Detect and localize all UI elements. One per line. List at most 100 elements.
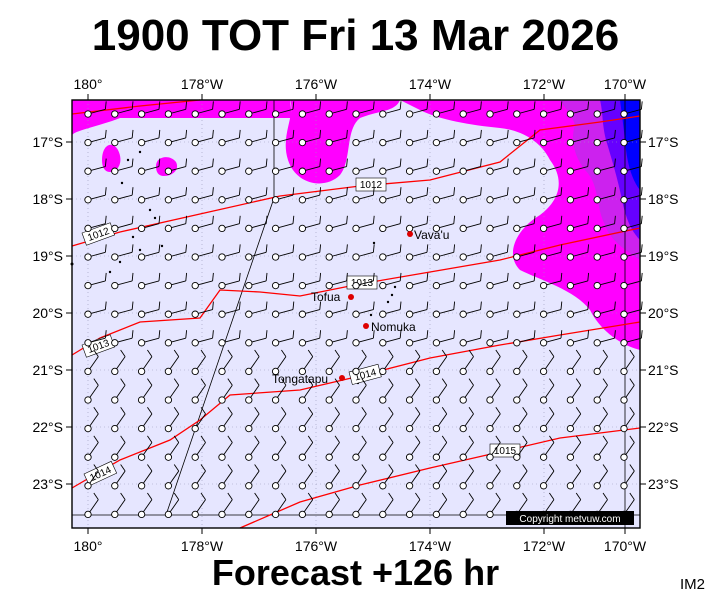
place-dot: [363, 323, 369, 329]
wind-barb: [271, 129, 295, 147]
wind-barb: [245, 129, 268, 147]
wind-barb: [593, 244, 616, 261]
wind-barb: [298, 492, 314, 519]
wind-barb: [379, 101, 402, 118]
wind-barb: [84, 158, 107, 175]
wind-barb: [271, 215, 295, 233]
wind-barb: [405, 435, 421, 461]
wind-barb: [325, 301, 348, 318]
wind-barb: [620, 129, 643, 147]
wind-barb: [245, 349, 260, 376]
wind-barb: [459, 187, 482, 204]
wind-barb: [298, 244, 322, 261]
wind-barb: [620, 187, 643, 204]
lon-label: 172°W: [523, 76, 566, 92]
wind-barb: [459, 406, 474, 433]
wind-barb: [620, 101, 643, 118]
wind-barb: [271, 349, 287, 376]
wind-barb: [513, 330, 536, 347]
wind-barb: [620, 378, 635, 404]
wind-barb: [111, 129, 134, 147]
wind-barb: [84, 215, 107, 233]
wind-barb: [352, 330, 375, 347]
lat-label: 22°S: [648, 419, 679, 435]
wind-barb: [218, 492, 233, 519]
wind-barb: [432, 464, 448, 490]
wind-barb: [84, 330, 107, 347]
wind-barb: [111, 464, 126, 490]
wind-barb: [191, 349, 206, 376]
wind-barb: [459, 330, 482, 347]
top-lon-labels: 180° 178°W 176°W 174°W 172°W 170°W: [74, 76, 647, 92]
wind-barb: [432, 492, 448, 519]
wind-barb: [459, 244, 482, 261]
place-name: Tofua: [311, 290, 341, 304]
wind-barb: [245, 215, 268, 233]
wind-barb: [432, 244, 456, 261]
wind-barb: [432, 406, 448, 433]
wind-barb: [352, 129, 375, 147]
wind-barb: [137, 101, 161, 118]
wind-barb: [271, 187, 295, 204]
wind-barb: [137, 215, 161, 233]
wind-barb: [298, 330, 322, 347]
wind-barb: [271, 158, 295, 175]
wind-barb: [191, 378, 206, 404]
wind-barb: [352, 301, 375, 318]
wind-barb: [325, 406, 340, 433]
lat-label: 19°S: [32, 248, 63, 264]
wind-barb: [325, 435, 340, 461]
wind-barb: [111, 244, 134, 261]
wind-barb: [593, 158, 616, 175]
wind-barb: [164, 301, 188, 318]
wind-barb: [405, 129, 429, 147]
lat-label: 18°S: [32, 191, 63, 207]
wind-barb: [218, 187, 241, 204]
wind-barb: [593, 187, 616, 204]
wind-barb: [164, 330, 188, 347]
wind-barb: [298, 435, 314, 461]
wind-barb: [513, 244, 536, 261]
wind-barb: [164, 215, 188, 233]
wind-barb: [111, 330, 134, 347]
wind-barb: [379, 492, 394, 519]
wind-barb: [111, 215, 134, 233]
lon-label: 178°W: [181, 538, 224, 554]
wind-barb: [325, 158, 348, 175]
lat-label: 20°S: [648, 305, 679, 321]
rain-patch-west: [72, 118, 120, 135]
wind-barb: [620, 330, 643, 347]
lat-label: 18°S: [648, 191, 679, 207]
wind-barb: [513, 187, 536, 204]
wind-barb: [593, 272, 616, 290]
wind-barb: [620, 215, 643, 233]
copyright-text: Copyright metvuw.com: [519, 514, 620, 525]
wind-barb: [245, 435, 260, 461]
wind-barb: [486, 492, 501, 519]
wind-barb: [298, 129, 322, 147]
wind-barb: [298, 215, 322, 233]
wind-barb: [620, 272, 643, 290]
wind-barb: [352, 349, 367, 376]
wind-barb: [137, 349, 153, 376]
wind-barb: [539, 244, 563, 261]
lat-label: 21°S: [32, 362, 63, 378]
wind-barb: [325, 187, 348, 204]
wind-barb: [539, 301, 563, 318]
wind-barb: [191, 330, 214, 347]
wind-barb: [245, 406, 260, 433]
wind-barb: [245, 272, 268, 290]
wind-barb: [513, 464, 528, 490]
wind-barb: [620, 301, 643, 318]
place-name: Tongatapu: [272, 372, 328, 386]
wind-barb: [352, 406, 367, 433]
wind-barb: [84, 492, 99, 519]
wind-barb: [271, 492, 287, 519]
wind-barb: [432, 301, 456, 318]
wind-barb: [539, 272, 563, 290]
wind-barb: [379, 158, 402, 175]
wind-barb: [513, 129, 536, 147]
wind-barb: [432, 272, 456, 290]
lon-label: 174°W: [409, 538, 452, 554]
wind-barb: [218, 101, 241, 118]
